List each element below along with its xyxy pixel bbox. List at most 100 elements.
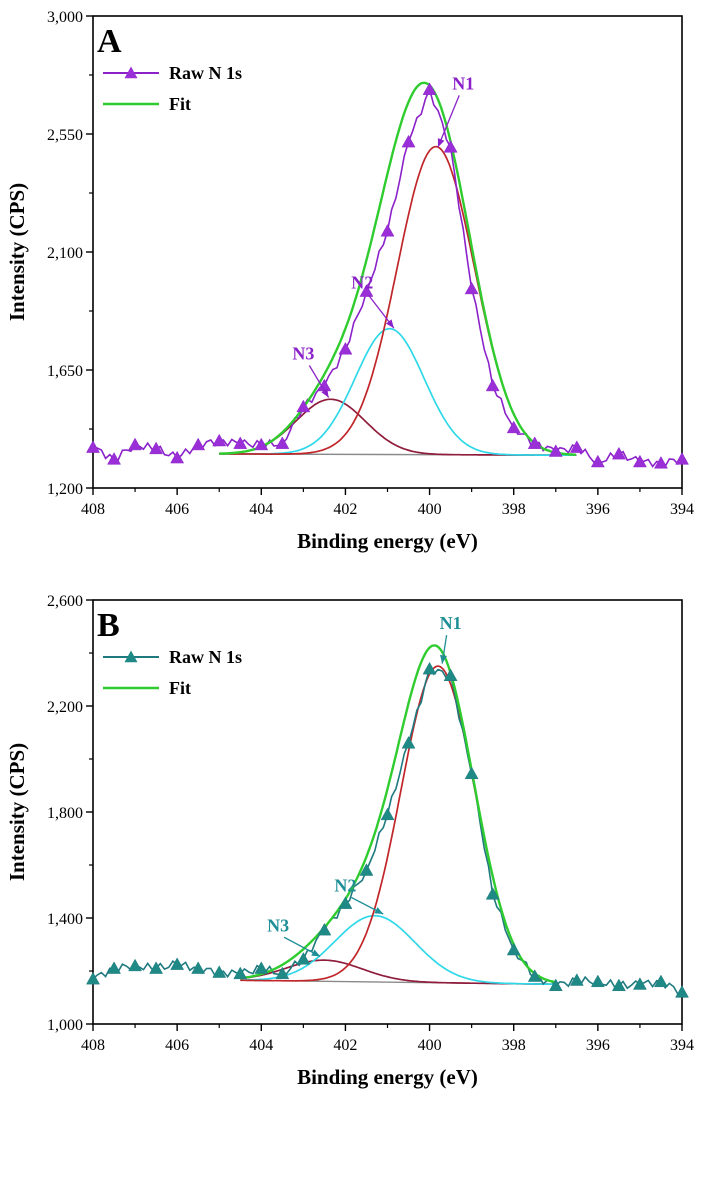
raw-data-point xyxy=(275,966,290,980)
x-tick-label: 396 xyxy=(586,501,610,518)
panel-b-markers xyxy=(86,661,689,998)
y-tick-label: 1,000 xyxy=(47,1017,83,1034)
raw-data-point xyxy=(191,437,206,451)
peak-arrowhead-n2 xyxy=(385,319,394,329)
raw-data-point xyxy=(128,437,142,451)
raw-data-point xyxy=(633,977,647,990)
y-tick-label: 1,200 xyxy=(47,481,83,498)
raw-data-point xyxy=(233,966,248,980)
panel-b: 408 406 404 402 400 398 396 394 1,000 1,400 1,800 2… xyxy=(5,593,694,1089)
peak-label-n2: N2 xyxy=(334,876,356,896)
raw-data-point xyxy=(254,961,269,974)
raw-data-point xyxy=(485,887,500,900)
x-tick-label: 396 xyxy=(586,1037,610,1054)
fit-curve xyxy=(240,644,556,984)
raw-data-point xyxy=(233,436,248,449)
legend-raw-marker-icon xyxy=(124,650,138,663)
raw-data-point xyxy=(654,974,668,988)
raw-data-point xyxy=(128,958,142,972)
raw-data-point xyxy=(191,961,206,974)
panel-a-curves xyxy=(92,81,683,468)
panel-b-annotations: N1 N2 N3 xyxy=(267,613,462,957)
y-tick-label: 2,600 xyxy=(47,593,83,610)
raw-data-point xyxy=(380,807,395,821)
panel-a-markers xyxy=(86,82,689,469)
raw-data-point xyxy=(611,978,626,992)
fit-curve xyxy=(219,81,577,456)
peak-label-n1: N1 xyxy=(440,613,462,633)
y-tick-label: 2,100 xyxy=(47,245,83,262)
panel-b-legend: Raw N 1s Fit xyxy=(103,647,242,698)
raw-data-point xyxy=(422,661,437,675)
y-tick-label: 1,400 xyxy=(47,911,83,928)
raw-data-point xyxy=(317,922,332,936)
peak-arrowhead-n2 xyxy=(374,907,384,915)
peak-label-n3: N3 xyxy=(267,915,289,935)
legend-raw-label: Raw N 1s xyxy=(169,647,242,667)
raw-data-point xyxy=(464,766,479,780)
peak-label-n1: N1 xyxy=(452,73,474,93)
raw-data-point xyxy=(569,973,584,986)
peak-arrowhead-n1 xyxy=(440,654,447,664)
raw-data-point xyxy=(548,978,563,992)
peak-arrow-n1 xyxy=(437,95,460,148)
y-tick-label: 2,200 xyxy=(47,699,83,716)
legend-raw-label: Raw N 1s xyxy=(169,63,242,83)
raw-data-point xyxy=(527,969,542,982)
x-tick-label: 400 xyxy=(418,501,442,518)
peak-label-n3: N3 xyxy=(292,344,314,364)
peak-arrowhead-n3 xyxy=(321,388,329,398)
raw-data-point xyxy=(212,433,227,447)
legend-fit-label: Fit xyxy=(169,94,191,114)
raw-data-point xyxy=(107,961,121,974)
raw-data-point xyxy=(675,985,689,998)
raw-data-point xyxy=(107,452,121,465)
raw-data-point xyxy=(590,454,605,468)
raw-data-point xyxy=(422,82,437,95)
panel-a-y-axis-title: Intensity (CPS) xyxy=(5,183,29,321)
raw-data-point xyxy=(633,454,647,468)
x-tick-label: 400 xyxy=(418,1037,442,1054)
raw-data-point xyxy=(569,440,584,453)
raw-data-point xyxy=(170,450,185,464)
raw-data-point xyxy=(380,224,395,237)
raw-data-point xyxy=(485,378,500,392)
component-n2-curve xyxy=(240,914,555,986)
raw-data-point xyxy=(86,440,100,453)
panel-a-x-axis-title: Binding energy (eV) xyxy=(297,529,478,553)
x-tick-label: 394 xyxy=(670,1037,694,1054)
legend-raw-marker-icon xyxy=(124,66,138,79)
raw-data-point xyxy=(654,456,668,469)
panel-a-letter: A xyxy=(97,23,122,60)
x-tick-label: 398 xyxy=(502,501,526,518)
raw-data-point xyxy=(359,863,374,876)
raw-data-point xyxy=(170,957,185,970)
x-tick-label: 402 xyxy=(333,1037,357,1054)
panel-b-letter: B xyxy=(97,607,120,644)
panel-b-y-axis-title: Intensity (CPS) xyxy=(5,743,29,881)
peak-arrowhead-n3 xyxy=(311,949,321,957)
panel-a-annotations: N1 N2 N3 xyxy=(292,73,474,398)
raw-data-point xyxy=(275,436,290,449)
x-tick-label: 402 xyxy=(333,501,357,518)
raw-data-point xyxy=(506,942,521,956)
y-tick-label: 1,800 xyxy=(47,805,83,822)
x-tick-label: 408 xyxy=(81,1037,105,1054)
panel-b-x-axis-title: Binding energy (eV) xyxy=(297,1065,478,1089)
x-tick-label: 406 xyxy=(165,501,189,518)
raw-data-point xyxy=(590,974,605,988)
raw-data-point xyxy=(506,420,521,434)
x-tick-label: 398 xyxy=(502,1037,526,1054)
raw-data-point xyxy=(86,971,100,985)
panel-b-curves xyxy=(92,644,683,996)
panel-a: 408 406 404 402 400 398 396 394 1,200 1,650 2,100 2… xyxy=(5,9,694,553)
raw-data-point xyxy=(401,134,416,148)
legend-fit-label: Fit xyxy=(169,678,191,698)
x-tick-label: 406 xyxy=(165,1037,189,1054)
raw-data-point xyxy=(212,965,227,978)
raw-data-point xyxy=(548,444,563,457)
raw-data-point xyxy=(527,436,542,449)
raw-data-point xyxy=(443,668,458,681)
panel-b-ticks: 408 406 404 402 400 398 396 394 1,000 1,400 1,800 2… xyxy=(47,593,694,1054)
